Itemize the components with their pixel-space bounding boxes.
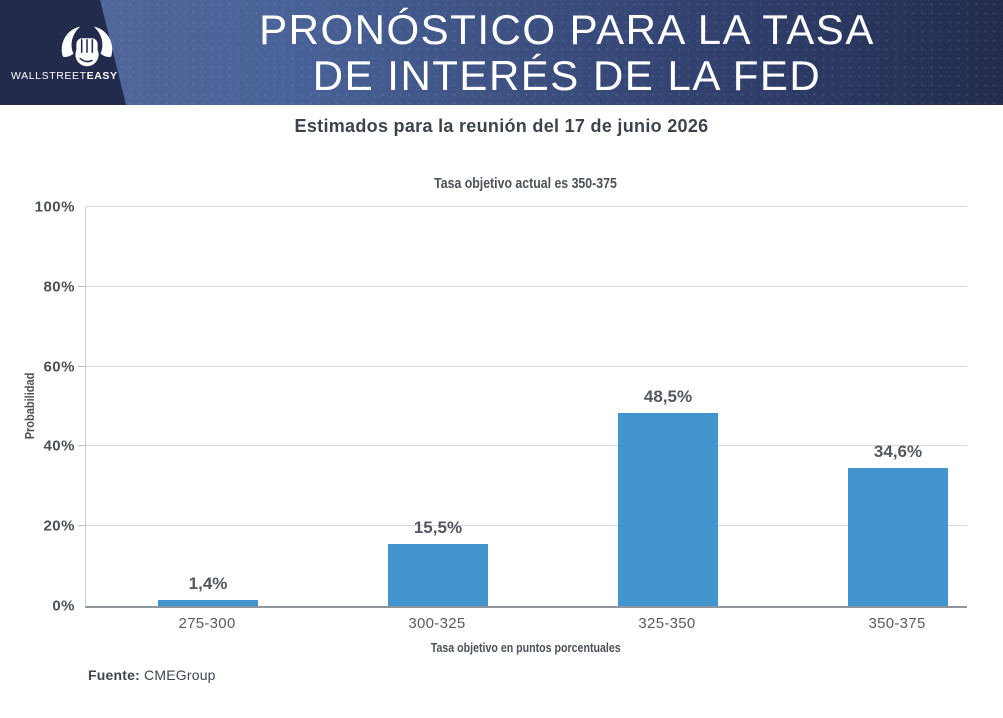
y-axis-title: Probabilidad bbox=[23, 372, 37, 440]
y-tick-label: 60% bbox=[43, 358, 75, 376]
y-axis-tick bbox=[78, 365, 85, 367]
gridline bbox=[86, 365, 967, 367]
source-label: Fuente: bbox=[88, 667, 140, 683]
y-tick-label: 40% bbox=[43, 437, 75, 455]
y-tick-label: 20% bbox=[43, 517, 75, 535]
bar-325-350 bbox=[617, 412, 718, 606]
x-tick-label: 300-325 bbox=[408, 615, 466, 632]
bar-300-325 bbox=[387, 544, 488, 606]
bar-value-label: 1,4% bbox=[188, 574, 228, 594]
bar-275-300 bbox=[158, 600, 259, 606]
page-subtitle: Estimados para la reunión del 17 de juni… bbox=[294, 116, 709, 136]
bar-value-label: 15,5% bbox=[413, 518, 463, 538]
x-tick-label: 275-300 bbox=[178, 615, 236, 632]
wordmark-regular: WALLSTREET bbox=[11, 70, 87, 82]
gridline bbox=[86, 525, 967, 527]
plot-area: 0% 20% 40% 60% 80% 100% 1,4% 15,5% 48,5% 34,6% bbox=[35, 199, 967, 615]
page-title: PRONÓSTICO PARA LA TASA DE INTERÉS DE LA… bbox=[135, 7, 999, 99]
chart-title-text: Tasa objetivo actual es 350-375 bbox=[434, 176, 617, 192]
y-axis-tick bbox=[78, 445, 85, 447]
brand-wordmark: WALLSTREETEASY bbox=[11, 70, 118, 82]
gridline bbox=[86, 206, 967, 207]
bar-value-label: 48,5% bbox=[643, 386, 693, 406]
bar-350-375 bbox=[848, 467, 949, 606]
page-title-line2: DE INTERÉS DE LA FED bbox=[312, 52, 822, 99]
page-title-line1: PRONÓSTICO PARA LA TASA bbox=[259, 6, 875, 53]
y-tick-label: 80% bbox=[43, 278, 75, 296]
source-note: Fuente: CMEGroup bbox=[88, 667, 216, 683]
bar-value-label: 34,6% bbox=[873, 441, 923, 461]
y-axis-tick bbox=[78, 525, 85, 527]
header-banner: WALLSTREETEASY PRONÓSTICO PARA LA TASA D… bbox=[0, 0, 1003, 105]
x-axis-title-text: Tasa objetivo en puntos porcentuales bbox=[430, 641, 621, 655]
x-tick-label: 325-350 bbox=[638, 615, 696, 632]
gridline bbox=[86, 285, 967, 287]
y-tick-label: 0% bbox=[52, 597, 75, 615]
chart-title: Tasa objetivo actual es 350-375 bbox=[85, 176, 966, 192]
y-tick-label: 100% bbox=[34, 198, 75, 216]
bull-fist-icon bbox=[61, 26, 113, 67]
wordmark-bold: EASY bbox=[86, 70, 118, 82]
y-axis-tick bbox=[78, 285, 85, 287]
gridline bbox=[86, 445, 967, 447]
x-tick-label: 350-375 bbox=[868, 615, 926, 632]
source-value: CMEGroup bbox=[144, 667, 216, 683]
x-axis-labels: 275-300 300-325 325-350 350-375 bbox=[85, 615, 966, 635]
x-axis-title: Tasa objetivo en puntos porcentuales bbox=[85, 641, 966, 655]
